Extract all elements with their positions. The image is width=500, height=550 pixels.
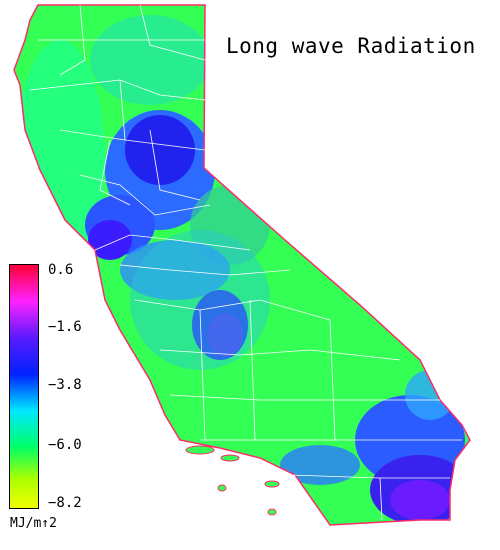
channel-island — [267, 508, 277, 516]
map-title: Long wave Radiation — [226, 34, 476, 58]
state-outline — [13, 4, 471, 526]
colorbar-tick: −3.8 — [48, 377, 82, 393]
colorbar — [9, 264, 39, 509]
channel-island — [220, 454, 240, 462]
colorbar-tick: 0.6 — [48, 262, 74, 278]
colorbar-tick: −8.2 — [48, 495, 82, 511]
channel-island — [185, 445, 215, 455]
county-boundaries — [29, 4, 462, 521]
colorbar-units: MJ/m↑2 — [10, 516, 57, 531]
colorbar-tick: −6.0 — [48, 437, 82, 453]
colorbar-tick: −1.6 — [48, 319, 82, 335]
channel-island — [264, 480, 280, 488]
channel-island — [217, 484, 227, 492]
